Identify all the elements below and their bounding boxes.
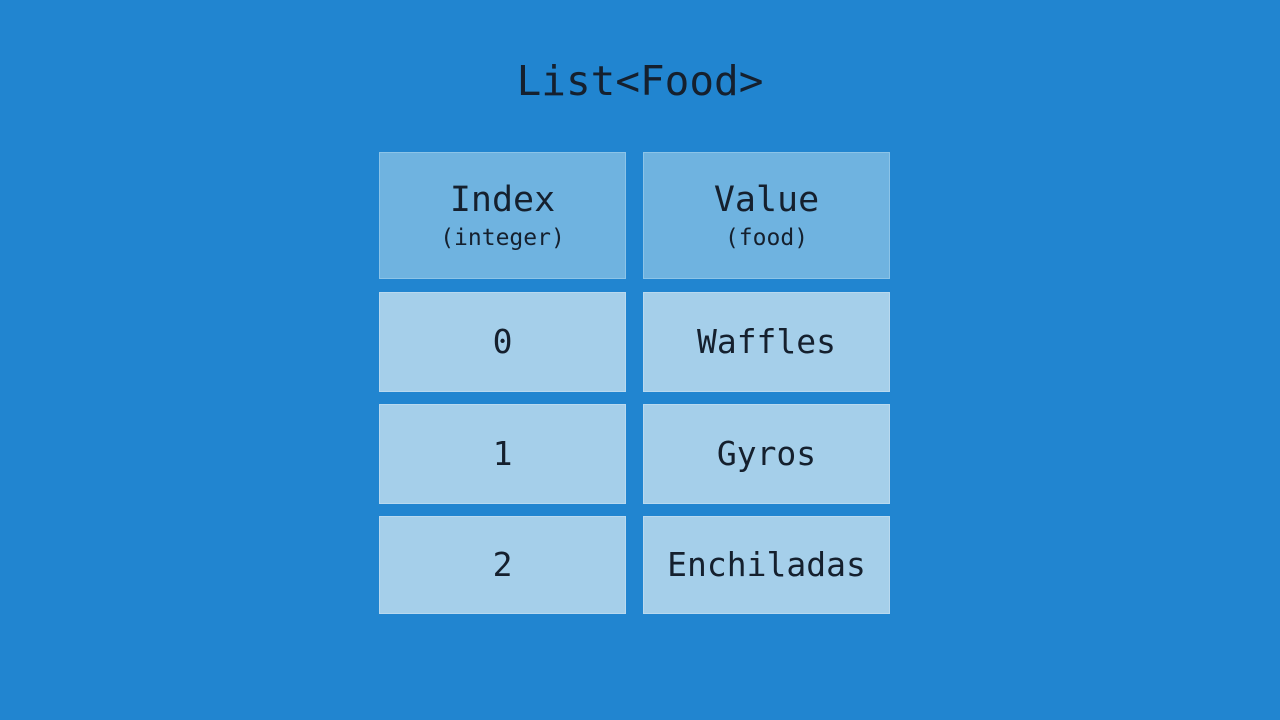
table-row: 2 Enchiladas bbox=[379, 516, 890, 614]
cell-value: Waffles bbox=[643, 292, 890, 392]
cell-value: Gyros bbox=[643, 404, 890, 504]
table-row: 0 Waffles bbox=[379, 292, 890, 392]
column-gap bbox=[626, 516, 643, 614]
list-table: Index (integer) Value (food) 0 Waffles 1… bbox=[379, 152, 890, 614]
header-label-index: Index bbox=[449, 179, 556, 220]
header-label-value: Value bbox=[713, 179, 820, 220]
header-type-value: (food) bbox=[724, 224, 809, 251]
page-title: List<Food> bbox=[516, 57, 764, 105]
column-gap bbox=[626, 404, 643, 504]
table-row: 1 Gyros bbox=[379, 404, 890, 504]
cell-index: 2 bbox=[379, 516, 626, 614]
cell-index: 0 bbox=[379, 292, 626, 392]
column-gap bbox=[626, 292, 643, 392]
header-cell-index: Index (integer) bbox=[379, 152, 626, 279]
header-type-index: (integer) bbox=[440, 224, 565, 251]
header-cell-value: Value (food) bbox=[643, 152, 890, 279]
table-header-row: Index (integer) Value (food) bbox=[379, 152, 890, 279]
column-gap bbox=[626, 152, 643, 279]
cell-value: Enchiladas bbox=[643, 516, 890, 614]
cell-index: 1 bbox=[379, 404, 626, 504]
